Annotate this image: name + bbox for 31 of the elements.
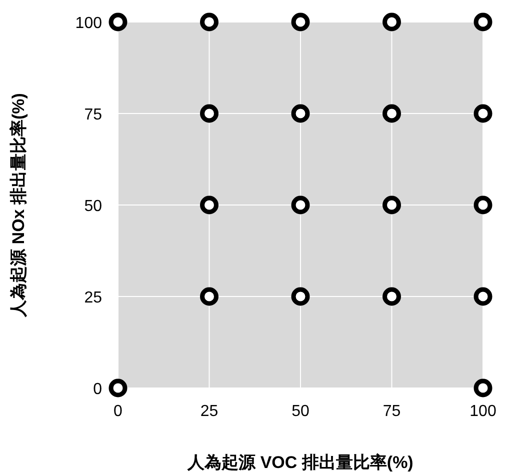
x-tick-label: 75 — [382, 403, 401, 420]
point — [382, 196, 401, 214]
point — [382, 12, 401, 32]
point — [200, 196, 218, 214]
y-tick-label: 0 — [93, 381, 102, 398]
y-axis-title: 人為起源 NOx 排出量比率(%) — [9, 93, 28, 318]
y-tick-label: 75 — [84, 106, 102, 124]
y-tick-label: 50 — [84, 198, 102, 215]
x-tick-label: 0 — [114, 403, 123, 420]
point — [200, 104, 218, 123]
point — [474, 12, 492, 32]
point — [291, 12, 310, 32]
point — [291, 196, 310, 214]
point — [108, 12, 128, 32]
y-tick-label: 100 — [75, 15, 102, 32]
x-tick-label: 50 — [292, 403, 310, 420]
x-tick-label: 25 — [200, 403, 218, 420]
x-tick-label: 100 — [470, 403, 496, 420]
point — [200, 287, 218, 306]
point — [382, 104, 401, 123]
point — [474, 104, 492, 123]
point — [474, 196, 492, 214]
point — [474, 378, 492, 398]
point — [474, 287, 492, 306]
point — [291, 287, 310, 306]
point — [200, 12, 218, 32]
point — [108, 378, 128, 398]
point — [291, 104, 310, 123]
point — [382, 287, 401, 306]
x-axis-title: 人為起源 VOC 排出量比率(%) — [186, 453, 414, 472]
y-tick-label: 25 — [84, 290, 102, 306]
